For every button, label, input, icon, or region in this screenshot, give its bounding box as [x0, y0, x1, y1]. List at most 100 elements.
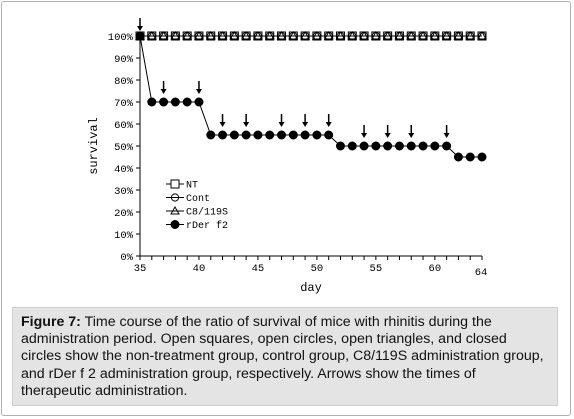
x-tick-label: 45	[252, 263, 265, 275]
point-rder-f2	[477, 152, 487, 162]
y-tick-label: 10%	[114, 230, 134, 242]
point-rder-f2	[218, 130, 228, 140]
point-c8-119s	[276, 30, 287, 40]
series-rder-f2	[135, 31, 487, 162]
point-rder-f2	[194, 97, 204, 107]
x-tick-label: 40	[193, 263, 206, 275]
legend-label-rder-f2: rDer f2	[186, 220, 228, 232]
point-rder-f2	[170, 97, 180, 107]
point-c8-119s	[323, 30, 334, 40]
point-rder-f2	[159, 97, 169, 107]
y-axis-title: survival	[87, 117, 101, 175]
point-c8-119s	[312, 30, 322, 40]
point-c8-119s	[453, 30, 464, 40]
x-tick-label: 50	[311, 263, 324, 275]
arrow-head	[361, 133, 368, 138]
administration-arrow	[302, 114, 309, 127]
point-rder-f2	[324, 130, 334, 140]
survival-chart: 0% 10% 20% 30% 40% 50% 60% 70% 80% 90% 100% 35 40 45 5…	[87, 18, 487, 295]
legend-marker-rder-f2	[170, 220, 180, 229]
chart-axes: 0% 10% 20% 30% 40% 50% 60% 70% 80% 90% 100% 35 40 45 5…	[87, 32, 487, 295]
legend-label-cont: Cont	[186, 194, 210, 205]
legend-item-rder-f2: rDer f2	[166, 220, 228, 232]
point-c8-119s	[406, 30, 417, 40]
arrow-head	[219, 122, 226, 127]
point-c8-119s	[194, 30, 204, 40]
point-c8-119s	[205, 30, 216, 40]
series-line-rder-f2	[139, 35, 482, 158]
legend-marker-c8-119s	[170, 205, 180, 215]
administration-arrow	[160, 81, 167, 94]
point-c8-119s	[170, 30, 181, 40]
arrow-head	[137, 26, 143, 31]
point-rder-f2	[182, 97, 192, 107]
y-tick-label: 0%	[120, 252, 133, 264]
legend-item-cont: Cont	[166, 193, 210, 205]
point-rder-f2	[347, 141, 357, 151]
arrow-head	[195, 89, 202, 94]
point-rder-f2	[147, 97, 157, 107]
legend-label-c8-119s: C8/119S	[186, 207, 228, 219]
point-rder-f2	[453, 152, 463, 162]
point-c8-119s	[418, 30, 428, 40]
point-c8-119s	[264, 30, 275, 40]
administration-arrow	[443, 125, 450, 138]
point-rder-f2	[430, 141, 440, 151]
point-rder-f2	[135, 31, 145, 41]
y-tick-label: 60%	[114, 120, 134, 132]
point-rder-f2	[265, 130, 275, 140]
point-c8-119s	[441, 30, 452, 40]
arrow-head	[243, 122, 250, 127]
x-tick-label: 55	[370, 263, 383, 275]
point-c8-119s	[217, 30, 228, 40]
administration-arrows	[137, 18, 450, 138]
point-rder-f2	[229, 130, 239, 140]
point-rder-f2	[300, 130, 310, 140]
point-rder-f2	[359, 141, 369, 151]
point-rder-f2	[277, 130, 287, 140]
x-tick-label: 60	[429, 263, 442, 275]
point-c8-119s	[465, 30, 476, 40]
arrow-head	[408, 133, 415, 138]
point-c8-119s	[371, 30, 381, 40]
y-tick-label: 90%	[114, 54, 134, 66]
arrow-head	[384, 133, 391, 138]
point-c8-119s	[359, 30, 369, 40]
point-rder-f2	[312, 130, 322, 140]
legend-item-nt: NT	[166, 179, 198, 192]
point-c8-119s	[182, 30, 193, 40]
point-rder-f2	[335, 141, 345, 151]
administration-arrow	[278, 114, 285, 127]
point-c8-119s	[146, 30, 157, 40]
point-rder-f2	[206, 130, 216, 140]
point-c8-119s	[477, 30, 487, 40]
administration-arrow	[361, 125, 368, 138]
legend-label-nt: NT	[186, 181, 198, 192]
x-axis-title: day	[300, 281, 322, 295]
point-c8-119s	[382, 30, 393, 40]
point-c8-119s	[394, 30, 405, 40]
administration-arrow	[384, 125, 391, 138]
legend-item-c8-119s: C8/119S	[166, 205, 228, 219]
point-rder-f2	[253, 130, 263, 140]
x-end-label: 64	[475, 267, 488, 279]
x-tick-label: 35	[134, 263, 147, 275]
y-tick-label: 80%	[114, 76, 134, 88]
arrow-head	[302, 122, 309, 127]
point-c8-119s	[241, 30, 251, 40]
y-tick-label: 50%	[114, 142, 134, 154]
caption-label: Figure 7:	[21, 314, 81, 330]
point-c8-119s	[429, 30, 440, 40]
administration-arrow	[195, 81, 202, 94]
point-c8-119s	[253, 30, 263, 40]
point-c8-119s	[288, 30, 299, 40]
point-rder-f2	[383, 141, 393, 151]
arrow-head	[160, 89, 167, 94]
point-rder-f2	[288, 130, 298, 140]
point-rder-f2	[241, 130, 251, 140]
point-rder-f2	[406, 141, 416, 151]
arrow-head	[325, 122, 332, 127]
arrow-head	[443, 133, 450, 138]
